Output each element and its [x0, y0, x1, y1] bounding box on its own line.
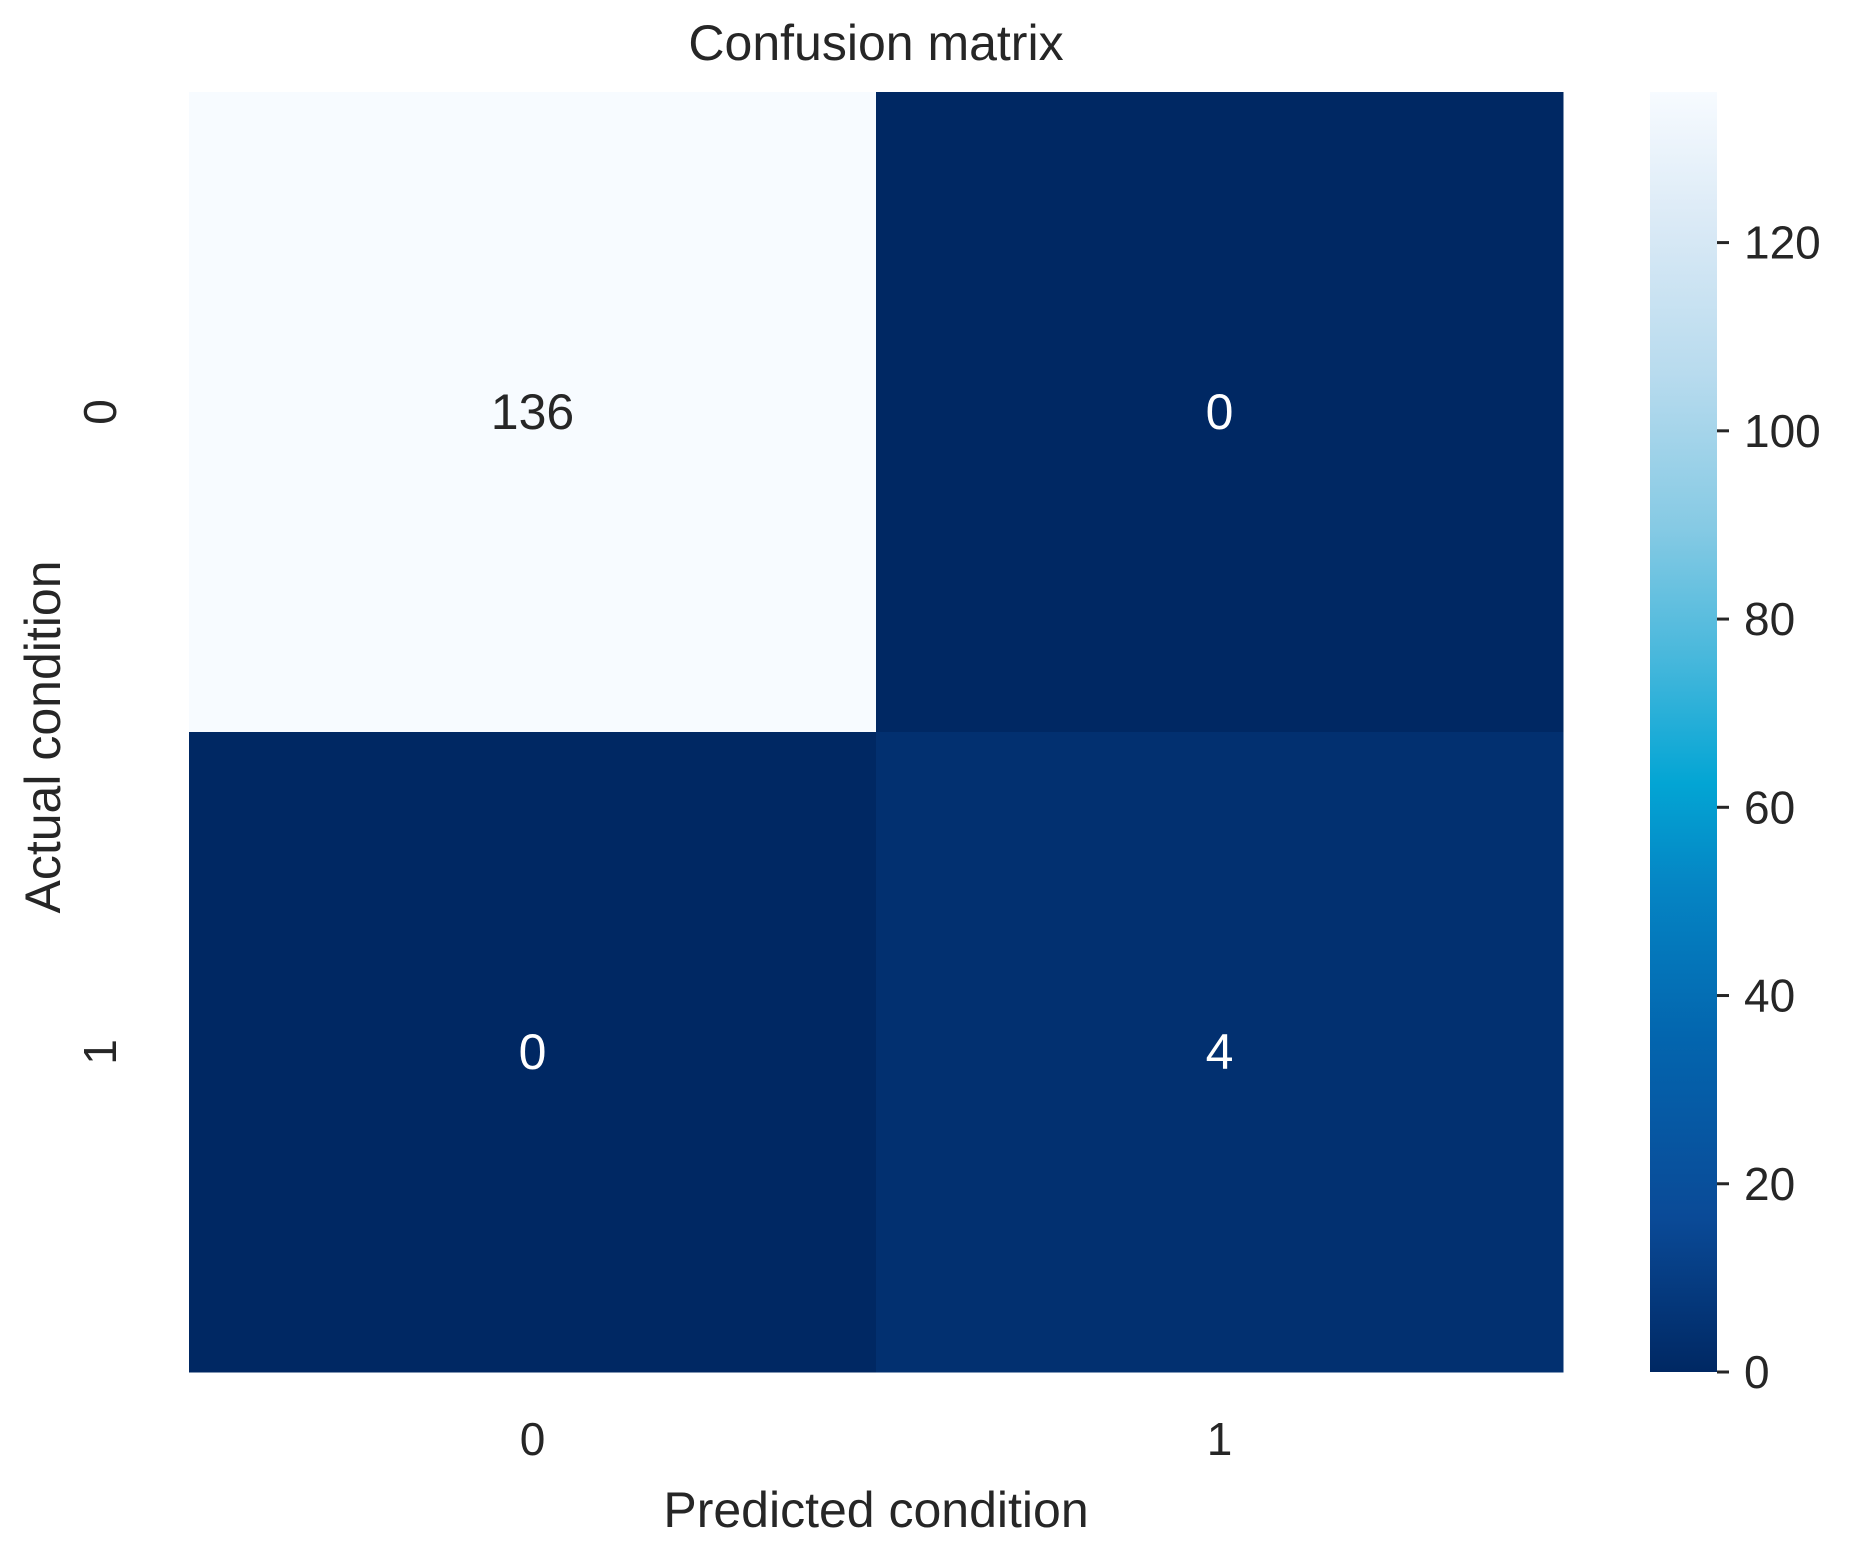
colorbar-tick-label-0: 0 [1744, 1346, 1770, 1398]
y-tick-label-1: 1 [74, 1039, 126, 1065]
heatmap-cell-0-1 [876, 92, 1564, 733]
colorbar-tick-label-6: 120 [1744, 217, 1821, 269]
heatmap-cells [189, 92, 1564, 1373]
colorbar-tick-label-4: 80 [1744, 593, 1795, 645]
heatmap-cell-0-0 [189, 92, 877, 733]
x-tick-label-1: 1 [1207, 1413, 1233, 1465]
colorbar-ticks: 0 20 40 60 80 100 120 [1717, 217, 1821, 1398]
cell-label-0-1: 0 [1206, 384, 1234, 440]
chart-title: Confusion matrix [688, 15, 1063, 71]
cell-label-1-1: 4 [1206, 1024, 1234, 1080]
x-axis-label: Predicted condition [663, 1482, 1088, 1538]
heatmap-cell-1-1 [876, 732, 1564, 1373]
colorbar-tick-label-2: 40 [1744, 970, 1795, 1022]
y-axis-label: Actual condition [15, 560, 71, 913]
cell-label-0-0: 136 [491, 384, 574, 440]
y-tick-label-0: 0 [74, 399, 126, 425]
heatmap-cell-1-0 [189, 732, 877, 1373]
colorbar-tick-label-1: 20 [1744, 1158, 1795, 1210]
x-tick-label-0: 0 [520, 1413, 546, 1465]
colorbar-tick-label-3: 60 [1744, 781, 1795, 833]
y-axis-ticks: 01 [74, 399, 126, 1065]
colorbar [1650, 92, 1717, 1372]
heatmap-cell-labels: 136 0 0 4 [491, 384, 1234, 1080]
cell-label-1-0: 0 [519, 1024, 547, 1080]
colorbar-tick-label-5: 100 [1744, 405, 1821, 457]
